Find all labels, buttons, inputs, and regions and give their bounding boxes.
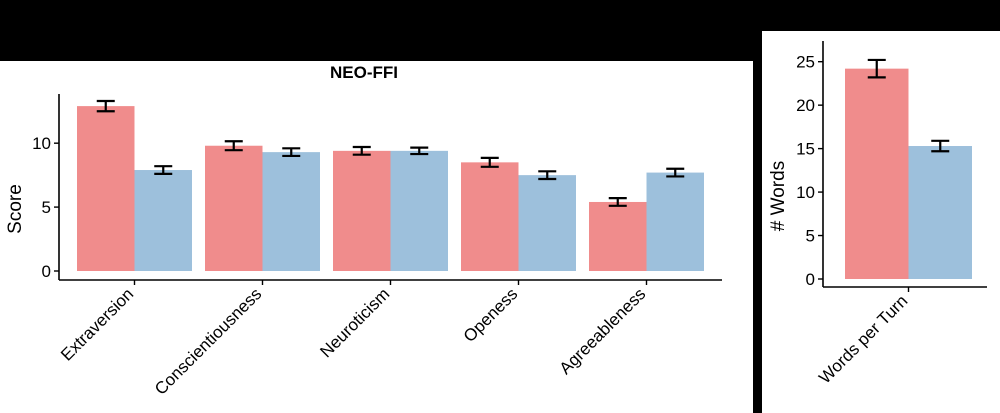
x-category-label: Neuroticism <box>316 284 393 361</box>
error-bar <box>538 170 557 181</box>
y-tick-label: 0 <box>42 262 51 281</box>
words-per-turn-chart: # Words 0 5 10 15 20 25 Words per Turn <box>768 41 987 387</box>
y-tick-label: 10 <box>32 134 51 153</box>
bar <box>262 152 320 271</box>
error-bar <box>96 99 115 113</box>
bar <box>646 172 704 271</box>
y-tick-label: 10 <box>796 183 815 202</box>
bar <box>461 162 519 271</box>
y-tick-label: 15 <box>796 140 815 159</box>
error-bar <box>154 165 173 175</box>
bar <box>134 170 192 271</box>
bar <box>333 150 391 271</box>
x-category-label: Extraversion <box>57 284 137 364</box>
bar <box>845 68 909 279</box>
y-tick-label: 20 <box>796 96 815 115</box>
error-bar <box>352 145 371 156</box>
error-bar <box>931 139 950 153</box>
y-tick-label: 5 <box>806 227 815 246</box>
error-bar <box>282 147 301 158</box>
x-category-label: Openess <box>460 284 522 346</box>
x-category-label: Conscientiousness <box>151 284 265 398</box>
neo-ffi-panel: NEO-FFI Score 0 5 10 Extraversion Conscienti… <box>0 61 753 413</box>
error-bar <box>867 58 886 79</box>
bar <box>589 201 647 271</box>
error-bar <box>666 167 685 178</box>
x-category-label: Words per Turn <box>815 291 911 387</box>
error-bar <box>410 146 429 156</box>
error-bar <box>224 140 243 152</box>
chart-title: NEO-FFI <box>330 63 398 82</box>
error-bar <box>480 156 499 168</box>
neo-ffi-chart: NEO-FFI Score 0 5 10 Extraversion Conscienti… <box>5 63 722 399</box>
error-bar <box>608 197 627 207</box>
y-tick-label: 0 <box>806 270 815 289</box>
bar <box>77 106 135 271</box>
y-tick-label: 5 <box>42 198 51 217</box>
y-axis-label: # Words <box>768 161 789 231</box>
y-tick-label: 25 <box>796 53 815 72</box>
y-axis-label: Score <box>5 184 26 234</box>
words-per-turn-panel: # Words 0 5 10 15 20 25 Words per Turn <box>762 31 1000 413</box>
bar <box>390 150 448 271</box>
bar <box>518 175 576 271</box>
bar <box>205 145 263 271</box>
x-category-label: Agreeableness <box>556 284 650 378</box>
bar <box>908 146 972 279</box>
